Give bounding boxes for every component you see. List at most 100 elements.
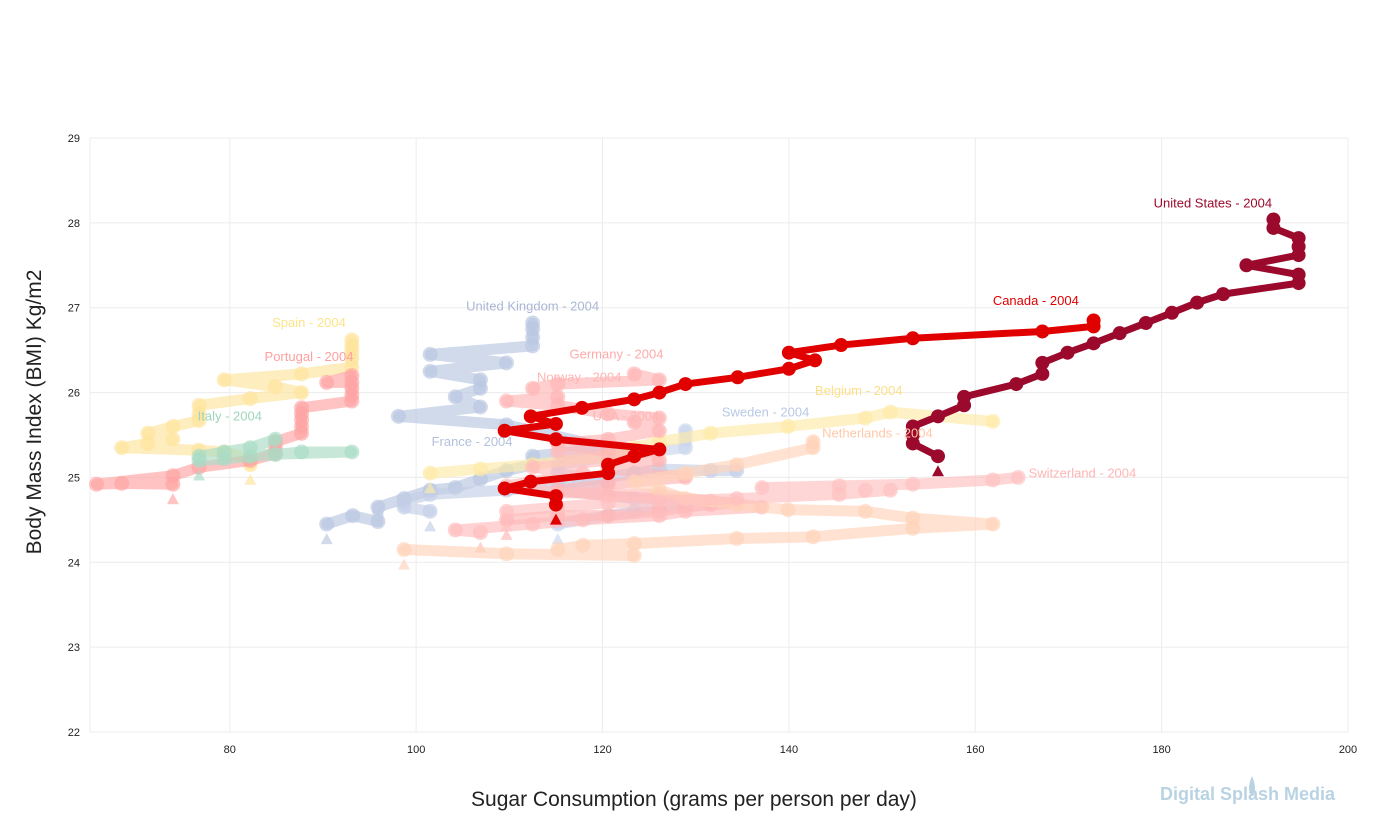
data-point — [651, 493, 667, 509]
y-tick-label: 24 — [68, 557, 80, 569]
series-0 — [905, 212, 1306, 477]
data-point — [472, 399, 488, 415]
data-point — [652, 442, 667, 457]
data-point — [89, 476, 105, 492]
data-point — [703, 425, 719, 441]
data-point — [499, 393, 515, 409]
series-6 — [114, 332, 360, 485]
data-point — [905, 419, 920, 434]
x-tick-label: 180 — [1152, 744, 1170, 756]
data-point — [1010, 469, 1026, 485]
data-point — [652, 385, 667, 400]
data-point — [626, 366, 642, 382]
data-point — [831, 478, 847, 494]
data-point — [396, 493, 412, 509]
y-tick-label: 27 — [68, 303, 80, 315]
series-label: France - 2004 — [432, 434, 513, 449]
data-point — [294, 366, 310, 382]
data-point — [600, 495, 616, 511]
series-5 — [422, 404, 1001, 494]
data-point — [499, 503, 515, 519]
tick-labels: 80 100 120 140 160 180 200 22 23 24 25 26 27 28 29 — [68, 133, 1357, 756]
data-point — [575, 537, 591, 553]
grid — [89, 137, 1349, 733]
data-point — [267, 379, 283, 395]
data-point — [1266, 212, 1281, 227]
data-point — [319, 374, 335, 390]
data-point — [677, 503, 693, 519]
data-point — [525, 380, 541, 396]
series-start-marker — [549, 513, 562, 525]
data-point — [499, 355, 515, 371]
series-start-marker — [398, 558, 411, 570]
data-point — [600, 476, 616, 492]
data-point — [165, 431, 181, 447]
data-point — [267, 447, 283, 463]
x-tick-label: 160 — [966, 744, 984, 756]
data-point — [114, 475, 130, 491]
data-point — [729, 531, 745, 547]
data-point — [548, 489, 563, 504]
series-label: United States - 2004 — [1154, 196, 1273, 211]
data-point — [1035, 366, 1050, 381]
y-tick-label: 22 — [68, 727, 80, 739]
data-point — [447, 389, 463, 405]
data-point — [985, 472, 1001, 488]
series-label: United Kingdom - 2004 — [466, 298, 599, 313]
data-point — [834, 338, 849, 353]
data-point — [525, 315, 541, 331]
data-point — [396, 542, 412, 558]
data-point — [651, 372, 667, 388]
series-label: Sweden - 2004 — [722, 404, 809, 419]
series-label: Italy - 2004 — [198, 409, 262, 424]
data-point — [575, 400, 590, 415]
data-point — [548, 432, 563, 447]
series-start-marker — [244, 473, 257, 485]
data-point — [1086, 336, 1101, 351]
data-point — [523, 474, 538, 489]
data-point — [677, 465, 693, 481]
data-point — [242, 391, 258, 407]
data-point — [781, 361, 796, 376]
data-point — [780, 502, 796, 518]
data-point — [1035, 324, 1050, 339]
data-point — [422, 346, 438, 362]
y-tick-label: 29 — [68, 133, 80, 145]
data-point — [472, 372, 488, 388]
series-line — [91, 370, 358, 490]
data-point — [600, 406, 616, 422]
data-point — [550, 389, 566, 405]
data-point — [780, 419, 796, 435]
data-point — [805, 529, 821, 545]
data-point — [165, 419, 181, 435]
series-label: Norway - 2004 — [537, 370, 622, 385]
data-point — [497, 481, 512, 496]
data-point — [729, 491, 745, 507]
series-label: Spain - 2004 — [272, 315, 346, 330]
data-point — [985, 413, 1001, 429]
series-7 — [89, 368, 360, 505]
data-point — [905, 331, 920, 346]
data-point — [857, 410, 873, 426]
data-point — [1239, 258, 1254, 273]
data-point — [1112, 326, 1127, 341]
data-point — [1164, 305, 1179, 320]
data-point — [807, 353, 822, 368]
series-start-marker — [166, 493, 179, 505]
data-point — [905, 510, 921, 526]
series-start-marker — [193, 469, 206, 481]
data-point — [781, 345, 796, 360]
data-point — [345, 508, 361, 524]
y-tick-label: 25 — [68, 472, 80, 484]
data-point — [1291, 267, 1306, 282]
series-label: Germany - 2004 — [570, 347, 664, 362]
x-tick-label: 200 — [1339, 744, 1357, 756]
y-tick-label: 28 — [68, 218, 80, 230]
data-point — [754, 480, 770, 496]
data-point — [626, 547, 642, 563]
data-point — [447, 522, 463, 538]
data-point — [626, 536, 642, 552]
data-point — [626, 414, 642, 430]
data-point — [294, 385, 310, 401]
